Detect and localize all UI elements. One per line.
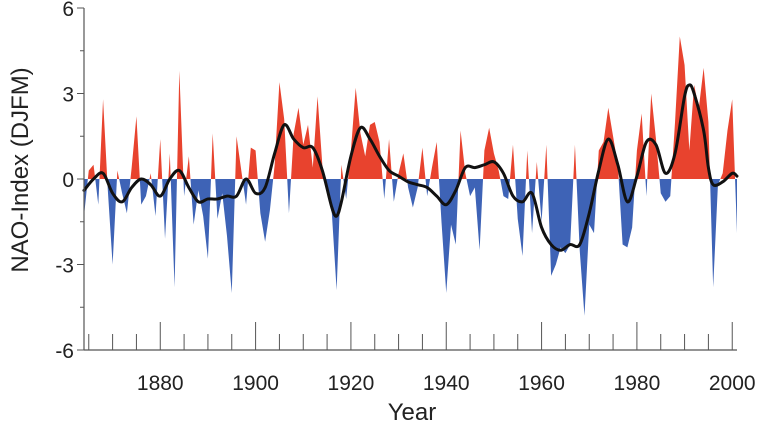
x-tick-label-2000: 2000 bbox=[709, 372, 756, 395]
x-tick-label-1960: 1960 bbox=[518, 372, 565, 395]
x-tick-labels: 1880 1900 1920 1940 1960 1980 2000 bbox=[137, 372, 756, 395]
x-axis-title: Year bbox=[388, 399, 437, 426]
positive-anomaly-area bbox=[84, 36, 737, 179]
y-tick-label: 0 bbox=[62, 169, 74, 192]
y-tick-label: 6 bbox=[62, 0, 74, 21]
y-tick-label: -3 bbox=[55, 255, 74, 278]
x-tick-label-1940: 1940 bbox=[423, 372, 470, 395]
x-tick-label-1900: 1900 bbox=[232, 372, 279, 395]
x-tick-label-1920: 1920 bbox=[328, 372, 375, 395]
y-tick-label: 3 bbox=[62, 84, 74, 107]
smoothed-index-line bbox=[82, 83, 739, 252]
y-tick-labels: 6 3 0 -3 -6 bbox=[55, 0, 74, 363]
line-layer bbox=[82, 83, 739, 252]
negative-anomaly-area bbox=[84, 179, 737, 316]
y-axis-title: NAO-Index (DJFM) bbox=[7, 67, 34, 272]
x-tick-label-1980: 1980 bbox=[614, 372, 661, 395]
axis-layer bbox=[77, 7, 737, 351]
y-tick-label: -6 bbox=[55, 340, 74, 363]
x-tick-label-1880: 1880 bbox=[137, 372, 184, 395]
